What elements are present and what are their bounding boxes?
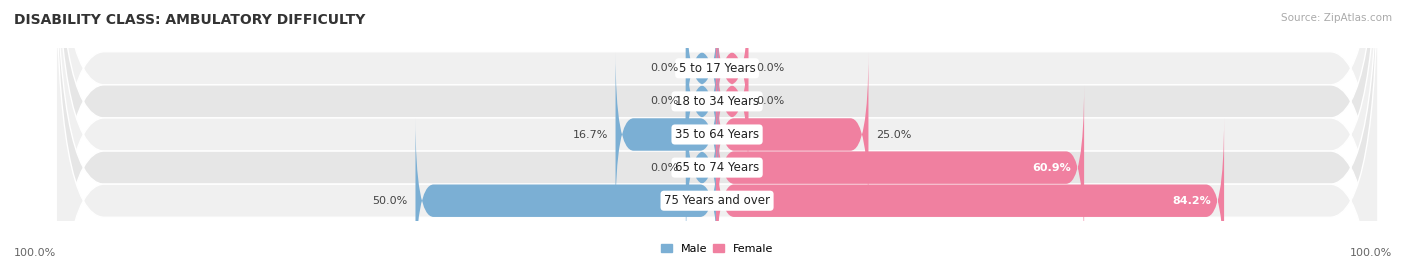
- Legend: Male, Female: Male, Female: [657, 239, 778, 258]
- Text: 0.0%: 0.0%: [756, 63, 785, 73]
- FancyBboxPatch shape: [716, 0, 748, 151]
- FancyBboxPatch shape: [716, 18, 748, 185]
- Text: 25.0%: 25.0%: [876, 129, 911, 140]
- Text: 100.0%: 100.0%: [14, 248, 56, 258]
- FancyBboxPatch shape: [686, 18, 718, 185]
- FancyBboxPatch shape: [56, 0, 1378, 269]
- FancyBboxPatch shape: [716, 84, 1084, 251]
- FancyBboxPatch shape: [56, 0, 1378, 269]
- Text: 60.9%: 60.9%: [1032, 162, 1071, 173]
- Text: 50.0%: 50.0%: [373, 196, 408, 206]
- Text: 0.0%: 0.0%: [756, 96, 785, 107]
- FancyBboxPatch shape: [686, 84, 718, 251]
- FancyBboxPatch shape: [616, 51, 718, 218]
- FancyBboxPatch shape: [56, 0, 1378, 269]
- FancyBboxPatch shape: [56, 0, 1378, 269]
- Text: 100.0%: 100.0%: [1350, 248, 1392, 258]
- Text: Source: ZipAtlas.com: Source: ZipAtlas.com: [1281, 13, 1392, 23]
- Text: 35 to 64 Years: 35 to 64 Years: [675, 128, 759, 141]
- FancyBboxPatch shape: [56, 0, 1378, 269]
- Text: 16.7%: 16.7%: [572, 129, 607, 140]
- Text: 0.0%: 0.0%: [650, 63, 678, 73]
- Text: 0.0%: 0.0%: [650, 96, 678, 107]
- Text: 65 to 74 Years: 65 to 74 Years: [675, 161, 759, 174]
- Text: 5 to 17 Years: 5 to 17 Years: [679, 62, 755, 75]
- Text: 84.2%: 84.2%: [1173, 196, 1211, 206]
- FancyBboxPatch shape: [686, 0, 718, 151]
- FancyBboxPatch shape: [716, 118, 1225, 269]
- Text: DISABILITY CLASS: AMBULATORY DIFFICULTY: DISABILITY CLASS: AMBULATORY DIFFICULTY: [14, 13, 366, 27]
- Text: 0.0%: 0.0%: [650, 162, 678, 173]
- FancyBboxPatch shape: [716, 51, 869, 218]
- Text: 18 to 34 Years: 18 to 34 Years: [675, 95, 759, 108]
- FancyBboxPatch shape: [416, 118, 718, 269]
- Text: 75 Years and over: 75 Years and over: [664, 194, 770, 207]
